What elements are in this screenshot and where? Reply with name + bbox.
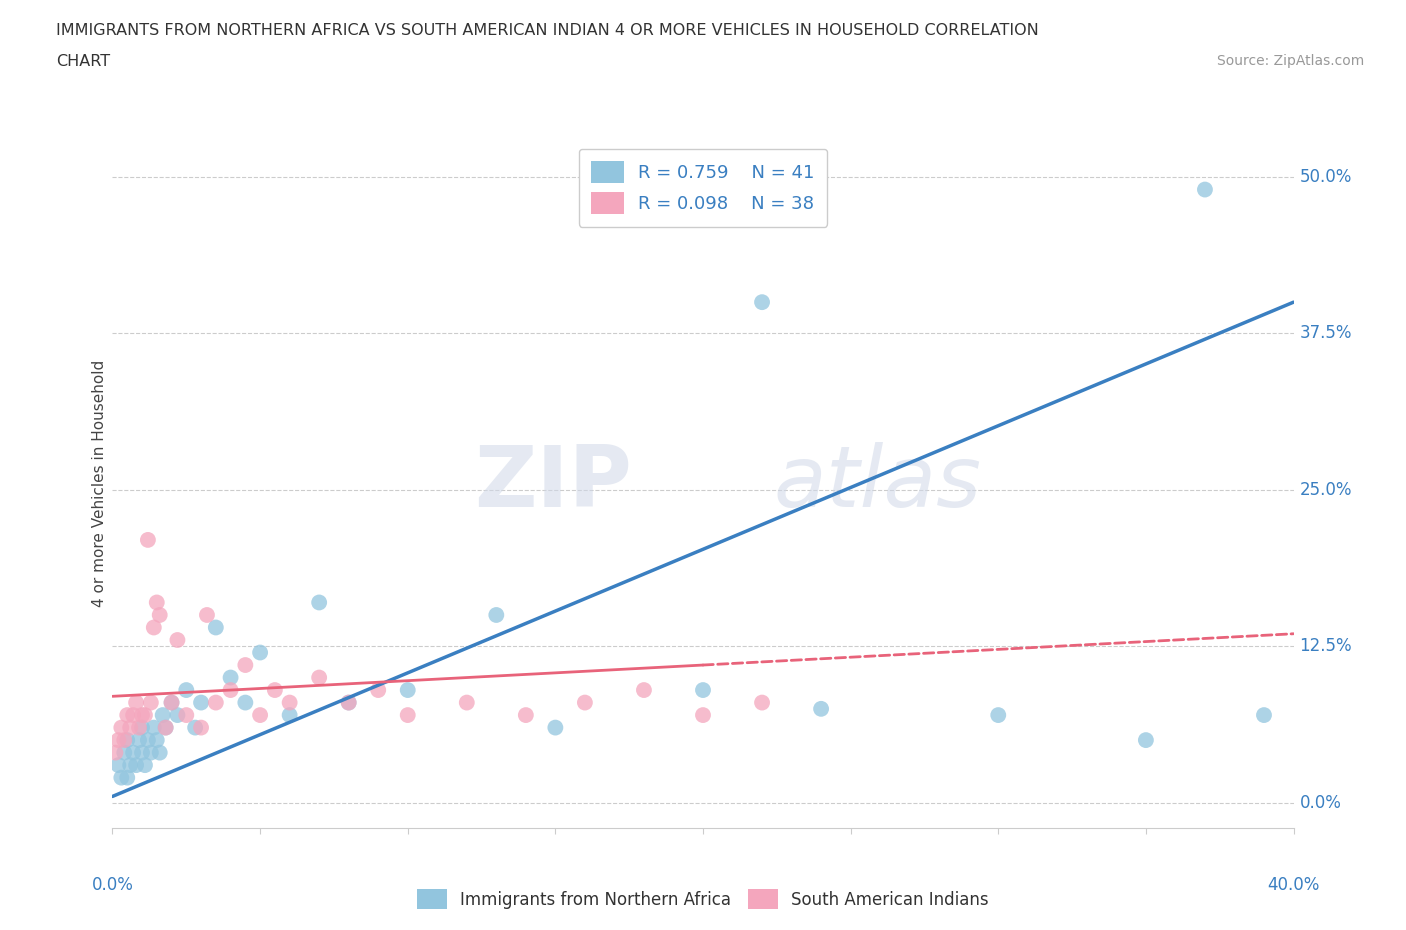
Point (134, 758, 156, 773)
Point (120, 758, 142, 773)
Point (120, 720, 142, 735)
Text: ZIP: ZIP (474, 442, 633, 525)
Point (149, 607, 172, 622)
Point (190, 720, 212, 735)
Point (233, 658, 256, 672)
Point (131, 708, 153, 723)
Point (1194, 182, 1216, 197)
Point (219, 671, 242, 685)
Point (128, 720, 150, 735)
Text: Source: ZipAtlas.com: Source: ZipAtlas.com (1216, 54, 1364, 68)
Point (544, 720, 567, 735)
Point (278, 695, 301, 710)
Point (122, 745, 145, 760)
Point (174, 683, 197, 698)
Point (456, 695, 478, 710)
Point (112, 745, 135, 760)
Point (117, 770, 138, 785)
Text: CHART: CHART (56, 54, 110, 69)
Point (233, 695, 256, 710)
Point (249, 708, 271, 723)
Point (987, 708, 1010, 723)
Point (110, 770, 132, 785)
Point (337, 695, 360, 710)
Point (149, 745, 172, 760)
Point (107, 733, 129, 748)
Point (205, 695, 228, 710)
Point (1135, 733, 1157, 748)
Point (136, 533, 159, 548)
Point (174, 708, 197, 723)
Point (219, 683, 242, 698)
Point (810, 701, 832, 716)
Point (117, 708, 138, 723)
Point (122, 708, 145, 723)
Point (110, 720, 132, 735)
Point (308, 595, 330, 610)
Point (125, 695, 148, 710)
Legend: Immigrants from Northern Africa, South American Indians: Immigrants from Northern Africa, South A… (409, 881, 997, 918)
Text: 0.0%: 0.0% (1299, 793, 1341, 812)
Point (396, 708, 419, 723)
Text: 12.5%: 12.5% (1299, 637, 1353, 656)
Point (574, 695, 596, 710)
Point (104, 745, 127, 760)
Text: 50.0%: 50.0% (1299, 168, 1351, 186)
Point (139, 745, 162, 760)
Y-axis label: 4 or more Vehicles in Household: 4 or more Vehicles in Household (91, 360, 107, 607)
Point (134, 708, 156, 723)
Point (184, 720, 207, 735)
Point (515, 708, 537, 723)
Point (249, 645, 271, 660)
Point (146, 733, 169, 748)
Point (128, 733, 150, 748)
Point (692, 683, 714, 698)
Point (751, 695, 773, 710)
Point (155, 720, 177, 735)
Point (166, 708, 188, 723)
Text: IMMIGRANTS FROM NORTHERN AFRICA VS SOUTH AMERICAN INDIAN 4 OR MORE VEHICLES IN H: IMMIGRANTS FROM NORTHERN AFRICA VS SOUTH… (56, 23, 1039, 38)
Text: 0.0%: 0.0% (91, 876, 134, 894)
Text: 40.0%: 40.0% (1267, 876, 1320, 894)
Point (190, 695, 212, 710)
Point (131, 745, 153, 760)
Point (136, 733, 159, 748)
Point (146, 595, 169, 610)
Point (1253, 708, 1275, 723)
Point (152, 708, 174, 723)
Point (633, 683, 655, 698)
Point (131, 720, 153, 735)
Point (160, 695, 183, 710)
Point (107, 758, 129, 773)
Point (155, 720, 177, 735)
Point (264, 683, 287, 698)
Point (160, 695, 183, 710)
Point (125, 758, 148, 773)
Text: atlas: atlas (773, 442, 981, 525)
Text: 37.5%: 37.5% (1299, 325, 1353, 342)
Point (205, 620, 228, 635)
Point (751, 295, 773, 310)
Point (337, 695, 360, 710)
Point (117, 733, 138, 748)
Point (367, 683, 389, 698)
Point (308, 671, 330, 685)
Point (692, 708, 714, 723)
Point (396, 683, 419, 698)
Point (166, 632, 188, 647)
Point (278, 708, 301, 723)
Point (139, 695, 162, 710)
Text: 25.0%: 25.0% (1299, 481, 1353, 498)
Point (142, 620, 165, 635)
Point (112, 733, 135, 748)
Point (142, 720, 165, 735)
Point (195, 607, 218, 622)
Point (485, 607, 508, 622)
